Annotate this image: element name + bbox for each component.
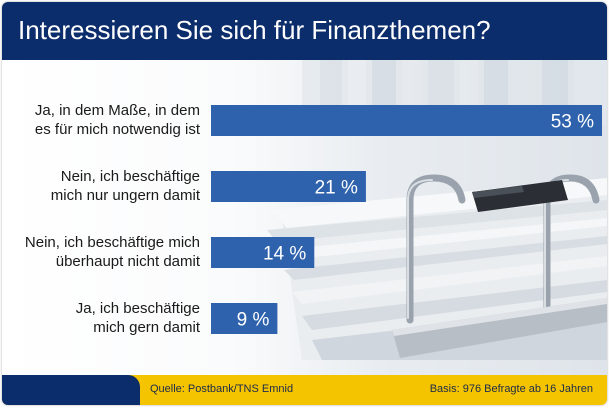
bar-row: 21 % Nein, ich beschäftige mich nur ungern…	[51, 168, 366, 204]
bar-value-label: 53 %	[551, 112, 594, 133]
bar	[211, 303, 278, 334]
title-bar: Interessieren Sie sich für Finanzthemen?	[2, 2, 607, 60]
category-label: mich nur ungern damit	[51, 187, 201, 204]
bar	[211, 171, 366, 202]
category-label: Ja, ich beschäftige	[76, 300, 200, 317]
basis-note: Basis: 976 Befragte ab 16 Jahren	[429, 383, 593, 395]
bar-row: 53 % Ja, in dem Maße, in dem es für mich n…	[35, 102, 602, 138]
bar-value-label: 14 %	[263, 244, 306, 265]
source-note: Quelle: Postbank/TNS Emnid	[150, 383, 294, 395]
footer-accent	[2, 375, 140, 405]
category-label: überhaupt nicht damit	[56, 253, 201, 270]
bar	[211, 105, 602, 136]
category-label: Nein, ich beschäftige	[61, 168, 200, 185]
category-label: es für mich notwendig ist	[35, 121, 201, 138]
bar-value-label: 9 %	[237, 310, 270, 331]
chart-title: Interessieren Sie sich für Finanzthemen?	[18, 15, 491, 45]
bar-row: 9 % Ja, ich beschäftige mich gern damit	[76, 300, 278, 336]
category-label: mich gern damit	[93, 319, 201, 336]
bar-chart: 53 % Ja, in dem Maße, in dem es für mich n…	[25, 102, 602, 336]
bar-row: 14 % Nein, ich beschäftige mich überhaupt …	[25, 234, 315, 270]
infographic: Interessieren Sie sich für Finanzthemen?	[2, 2, 607, 405]
bar	[211, 237, 315, 268]
bar-value-label: 21 %	[315, 178, 358, 199]
category-label: Ja, in dem Maße, in dem	[35, 102, 200, 119]
category-label: Nein, ich beschäftige mich	[25, 234, 200, 251]
